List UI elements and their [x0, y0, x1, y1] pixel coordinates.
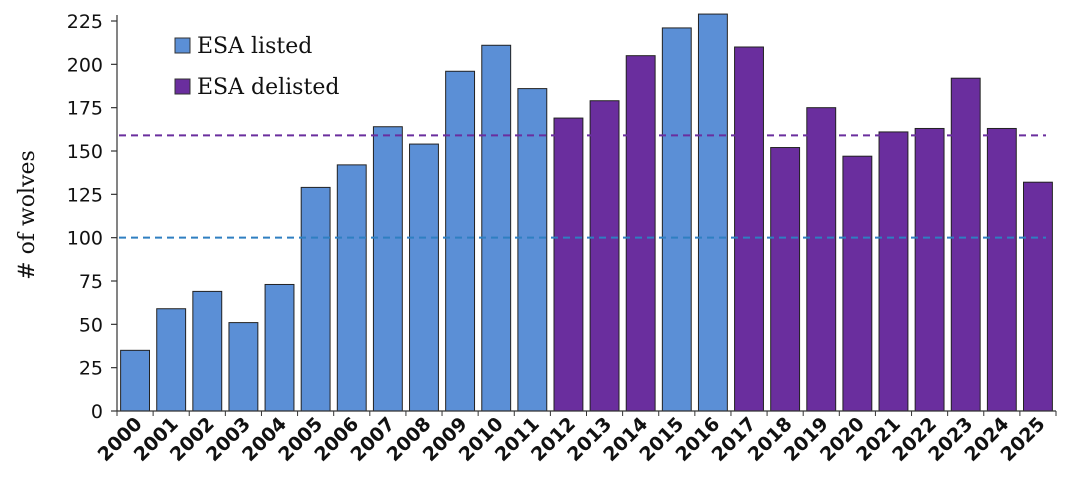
y-tick-label-125: 125: [67, 184, 103, 206]
legend-swatch-listed: [174, 37, 191, 54]
bar-2022: [914, 127, 945, 412]
reference-lines-layer: [119, 134, 1046, 239]
bars-layer: [120, 13, 1053, 412]
bar-2000: [120, 349, 150, 412]
y-axis-title: # of wolves: [15, 150, 40, 280]
bar-2016: [697, 13, 728, 412]
bar-2013: [589, 100, 620, 412]
bar-2015: [661, 27, 692, 412]
y-tick-labels: 0 25 50 75 100 125 150 175 200 225: [67, 11, 103, 423]
y-tick-label-75: 75: [79, 271, 103, 293]
bar-2005: [300, 186, 331, 412]
bar-2008: [409, 143, 439, 412]
y-tick-label-25: 25: [79, 358, 103, 380]
bar-2024: [986, 127, 1017, 412]
bar-2020: [842, 155, 873, 412]
legend-swatch-delisted: [174, 78, 191, 95]
bar-2002: [192, 290, 223, 412]
y-tick-label-150: 150: [67, 141, 103, 163]
legend-label-listed: ESA listed: [197, 34, 312, 59]
bar-2017: [734, 46, 764, 412]
legend: ESA listed ESA delisted: [174, 34, 339, 100]
y-tick-label-50: 50: [79, 314, 103, 336]
y-tick-label-175: 175: [67, 98, 103, 120]
y-tick-label-100: 100: [67, 228, 103, 250]
bar-2011: [517, 88, 548, 412]
bar-2006: [336, 164, 367, 412]
bar-2018: [770, 147, 801, 412]
bar-2025: [1023, 181, 1053, 412]
bar-2010: [481, 44, 512, 412]
legend-label-delisted: ESA delisted: [197, 75, 339, 100]
y-tick-label-200: 200: [67, 54, 103, 76]
bar-2014: [625, 55, 656, 412]
bar-2004: [264, 283, 295, 412]
axes-layer: [111, 15, 1057, 416]
bar-2019: [806, 107, 837, 412]
y-tick-label-0: 0: [91, 401, 103, 423]
bar-2012: [553, 117, 584, 412]
bar-2009: [445, 70, 476, 412]
bar-2003: [228, 322, 259, 412]
bar-2007: [372, 126, 403, 412]
bar-2021: [878, 131, 909, 412]
bar-2023: [950, 77, 981, 412]
bar-2001: [156, 308, 187, 412]
y-tick-label-225: 225: [67, 11, 103, 33]
x-tick-labels: 2000200120022003200420052006200720082009…: [94, 413, 1050, 466]
